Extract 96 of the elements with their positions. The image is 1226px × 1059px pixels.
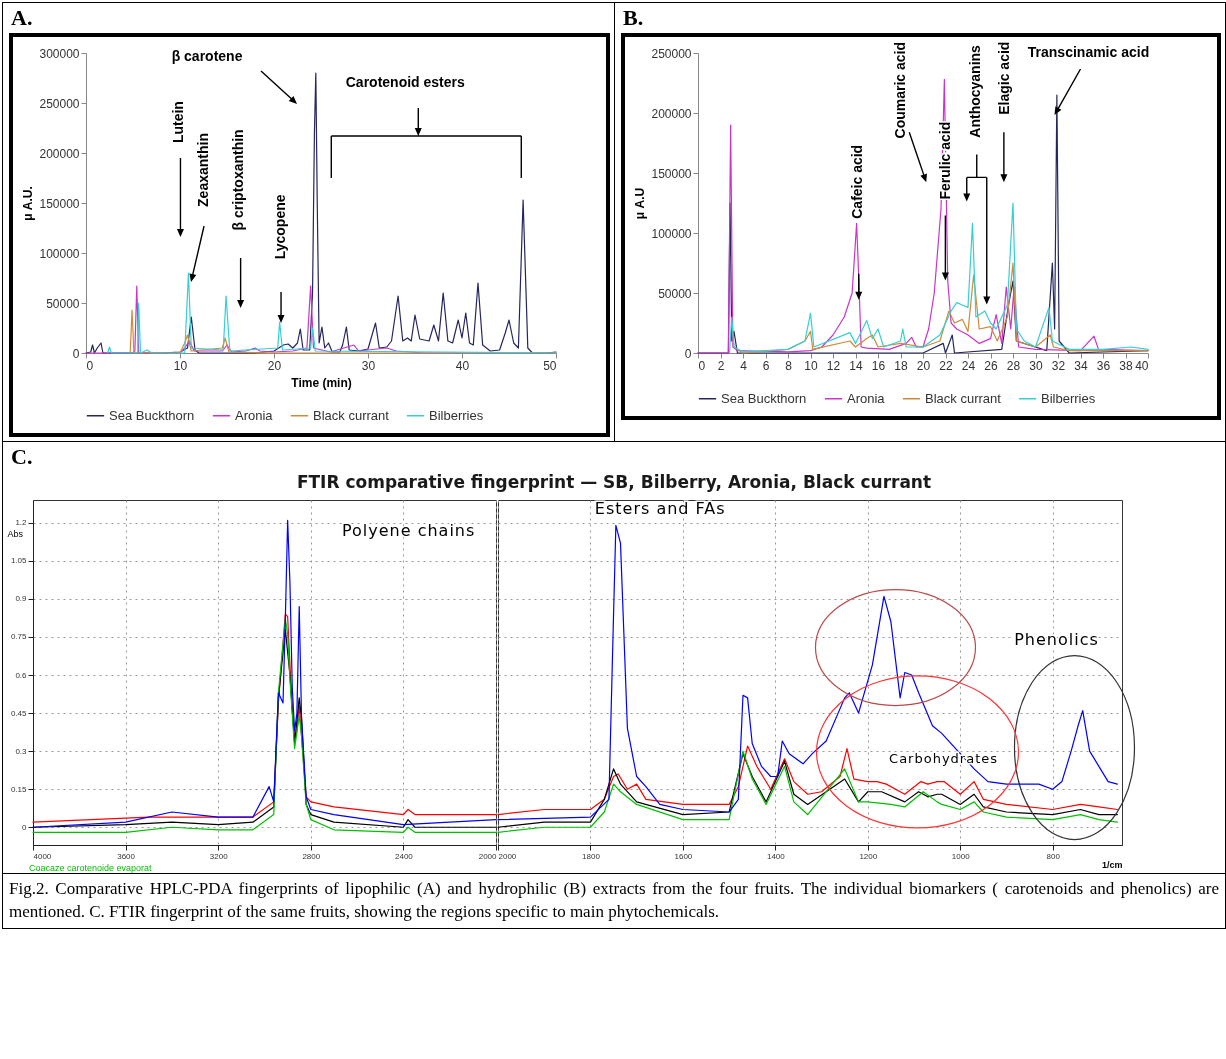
y-tick-label: 0 (72, 346, 80, 361)
x-axis-title: 1/cm (1101, 859, 1123, 870)
y-tick-label: 150000 (651, 166, 692, 181)
x-tick-label: 32 (1051, 358, 1066, 373)
x-tick-label: 30 (361, 358, 376, 373)
annotation: Lutein (170, 101, 187, 144)
y-tick-label: 0.6 (15, 670, 28, 680)
legend-label: Black currant (313, 407, 390, 423)
x-tick-label: 3600 (117, 851, 136, 861)
chart-title: B. (622, 4, 645, 32)
y-tick-label: 150000 (39, 196, 80, 211)
annotation: Coumaric acid (891, 41, 908, 139)
y-tick-label: 250000 (651, 46, 692, 61)
annotation: Esters and FAs (594, 499, 726, 519)
x-tick-label: 18 (894, 358, 908, 373)
x-tick-label: 6 (762, 358, 770, 373)
annotation: Phenolics (1014, 630, 1099, 650)
x-tick-label: 1000 (951, 851, 971, 861)
x-axis-title: Time (min) (291, 375, 352, 390)
x-tick-label: 22 (939, 358, 953, 373)
x-tick-label: 34 (1074, 358, 1088, 373)
caption: Fig.2. Comparative HPLC-PDA fingerprints of lipophilic (A) and hydrophilic (B) extracts from the four fruits. The individual biomarkers ( carotenoids and phenolics) are mentioned. C. FTIR fingerprint of the same fruits, showing the regions specific to main phytochemicals. (8, 878, 1220, 923)
annotation: Zeaxanthin (194, 133, 211, 207)
chart-title: C. (10, 443, 34, 471)
y-axis-title: μ A.U (632, 187, 647, 220)
x-tick-label: 1800 (582, 851, 601, 861)
text: Coacaze carotenoide evaporat (29, 863, 153, 873)
x-tick-label: 800 (1046, 851, 1061, 861)
legend-label: Bilberries (429, 407, 484, 423)
y-tick-label: 100000 (39, 246, 80, 261)
x-tick-label: 12 (826, 358, 841, 373)
y-tick-label: 1.05 (10, 556, 28, 566)
x-tick-label: 2400 (395, 851, 414, 861)
x-tick-label: 1400 (766, 851, 786, 861)
y-tick-label: 200000 (651, 106, 692, 121)
x-tick-label: 30 (1029, 358, 1043, 373)
x-tick-label: 1200 (859, 851, 878, 861)
y-tick-label: 50000 (46, 296, 80, 311)
x-tick-label: 8 (785, 358, 793, 373)
x-tick-label: 24 (961, 358, 976, 373)
x-tick-label: 50 (543, 358, 557, 373)
x-tick-label: 26 (984, 358, 998, 373)
y-tick-label: 100000 (651, 226, 692, 241)
x-tick-label: 2 (717, 358, 725, 373)
x-tick-label: 10 (173, 358, 188, 373)
text: FTIR comparative fingerprint — SB, Bilberry, Aronia, Black currant (295, 472, 933, 492)
y-tick-label: 0.45 (10, 708, 28, 718)
y-tick-label: 0.9 (15, 594, 28, 604)
chart-title: A. (10, 4, 34, 32)
y-tick-label: 300000 (39, 46, 80, 61)
annotation: Lycopene (271, 194, 288, 260)
x-tick-label: 4000 (33, 851, 52, 861)
y-tick-label: 250000 (39, 96, 80, 111)
legend-label: Aronia (235, 407, 274, 423)
x-tick-label: 1600 (674, 851, 693, 861)
x-tick-label: 36 (1096, 358, 1111, 373)
y-tick-label: 0 (684, 346, 692, 361)
x-tick-label: 2000 (478, 851, 498, 861)
x-tick-label: 10 (804, 358, 818, 373)
x-tick-label: 40 (1135, 358, 1149, 373)
x-tick-label: 40 (455, 358, 470, 373)
x-tick-label: 20 (267, 358, 282, 373)
y-axis-title: μ A.U. (20, 186, 35, 221)
y-tick-label: 1.2 (15, 518, 28, 528)
y-tick-label: 0.3 (15, 746, 28, 756)
x-tick-label: 20 (916, 358, 931, 373)
y-tick-label: 0.15 (10, 784, 28, 794)
annotation: Ferulic acid (937, 121, 954, 200)
annotation: Cafeic acid (849, 144, 866, 219)
x-tick-label: 0 (86, 358, 94, 373)
legend-label: Sea Buckthorn (109, 407, 195, 423)
legend-label: Aronia (847, 390, 886, 406)
annotation: Elagic acid (995, 41, 1012, 115)
x-tick-label: 16 (871, 358, 886, 373)
annotation: β criptoxanthin (230, 129, 247, 231)
x-tick-label: 2000 (498, 851, 517, 861)
y-tick-label: 200000 (39, 146, 80, 161)
annotation: β carotene (171, 47, 243, 64)
annotation: Anthocyanins (967, 44, 984, 138)
annotation: Polyene chains (341, 521, 476, 541)
annotation: Carotenoid esters (345, 73, 465, 90)
y-tick-label: 50000 (658, 286, 692, 301)
x-tick-label: 14 (849, 358, 863, 373)
x-tick-label: 38 (1119, 358, 1133, 373)
x-tick-label: 28 (1006, 358, 1021, 373)
legend-label: Bilberries (1041, 390, 1096, 406)
x-tick-label: 3200 (209, 851, 229, 861)
legend-label: Black currant (925, 390, 1002, 406)
x-tick-label: 0 (698, 358, 706, 373)
y-tick-label: 0.75 (10, 632, 28, 642)
legend-label: Sea Buckthorn (721, 390, 807, 406)
y-tick-label: 0 (22, 822, 28, 832)
annotation: Transcinamic acid (1027, 43, 1150, 60)
x-tick-label: 4 (740, 358, 748, 373)
x-tick-label: 2800 (302, 851, 321, 861)
y-axis-title: Abs (7, 528, 24, 539)
